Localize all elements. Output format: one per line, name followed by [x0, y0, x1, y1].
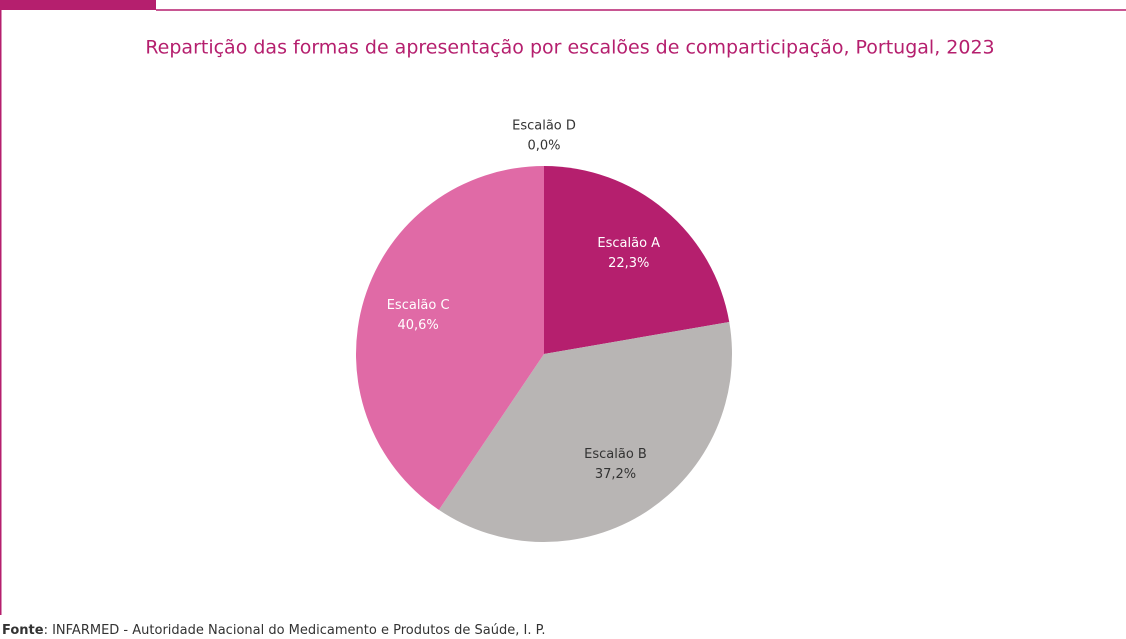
source-text: : INFARMED - Autoridade Nacional do Medi… — [44, 623, 546, 638]
slice-category-label: Escalão B — [584, 447, 647, 462]
slice-value-label: 0,0% — [527, 138, 560, 153]
source-label: Fonte — [2, 623, 44, 638]
slice-category-label: Escalão C — [387, 298, 450, 313]
slice-category-label: Escalão D — [512, 118, 576, 133]
slice-category-label: Escalão A — [597, 236, 660, 251]
pie-slice — [356, 166, 544, 510]
slice-value-label: 40,6% — [397, 318, 438, 333]
pie-slice — [438, 321, 732, 542]
pie-slice — [544, 166, 730, 354]
pie: Escalão A 22,3% Escalão B 37,2% Escalão C 40,… — [356, 118, 732, 542]
source-note: Fonte: INFARMED - Autoridade Nacional do… — [2, 623, 546, 638]
slice-value-label: 22,3% — [608, 256, 649, 271]
header-tab — [0, 0, 156, 10]
slice-value-label: 37,2% — [595, 467, 636, 482]
chart-title: Repartição das formas de apresentação po… — [145, 37, 994, 59]
